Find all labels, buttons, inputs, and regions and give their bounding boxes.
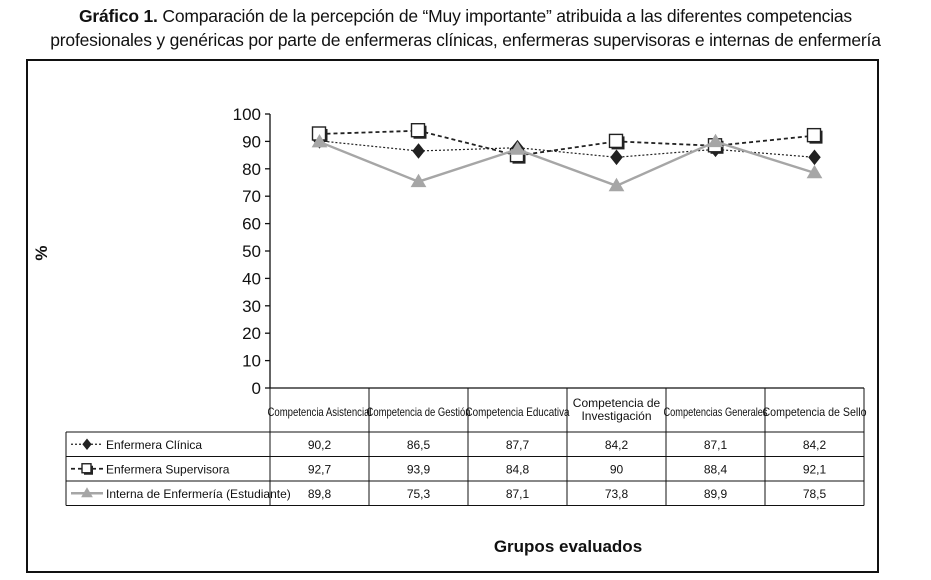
figure-caption: Gráfico 1. Comparación de la percepción … [0, 4, 931, 52]
caption-line-1: Comparación de la percepción de “Muy imp… [162, 6, 852, 26]
y-tick-label: 100 [233, 105, 261, 124]
y-tick-label: 90 [242, 132, 261, 151]
series-2-value-cell: 92,7 [308, 462, 332, 476]
y-tick-label: 60 [242, 215, 261, 234]
category-label: Investigación [581, 409, 651, 423]
series-3-point [410, 173, 427, 188]
y-tick-label: 50 [242, 242, 261, 261]
series-2-point [608, 133, 624, 149]
series-3-value-cell: 87,1 [506, 487, 530, 501]
y-tick-label: 40 [242, 269, 261, 288]
category-label: Competencia de [573, 396, 661, 410]
series-1-legend-label: Enfermera Clínica [106, 438, 202, 452]
series-3-point [707, 133, 724, 148]
series-1-value-cell: 87,7 [506, 438, 530, 452]
series-3-value-cell: 73,8 [605, 487, 629, 501]
series-2-value-cell: 84,8 [506, 462, 530, 476]
y-tick-label: 80 [242, 160, 261, 179]
caption-line-2: profesionales y genéricas por parte de e… [50, 30, 881, 50]
y-tick-label: 30 [242, 297, 261, 316]
y-tick-label: 10 [242, 352, 261, 371]
series-2-point [806, 127, 822, 143]
series-1-value-cell: 87,1 [704, 438, 728, 452]
y-tick-label: 0 [252, 379, 261, 398]
series-2-legend-marker [81, 463, 92, 474]
series-1-value-cell: 84,2 [803, 438, 827, 452]
series-3-value-cell: 75,3 [407, 487, 431, 501]
category-label: Competencia de Sello [763, 405, 867, 419]
series-3-legend-label: Interna de Enfermería (Estudiante) [106, 487, 291, 501]
category-label: Competencia Educativa [466, 405, 570, 419]
series-2-value-cell: 92,1 [803, 462, 827, 476]
series-1-value-cell: 90,2 [308, 438, 332, 452]
series-2-legend-label: Enfermera Supervisora [106, 462, 230, 476]
series-3-value-cell: 89,9 [704, 487, 728, 501]
category-label: Competencia Asistencial [268, 405, 372, 419]
category-label: Competencias Generales [664, 405, 768, 419]
series-1-point [808, 149, 821, 166]
series-3-point [509, 141, 526, 155]
series-2-line [319, 129, 815, 157]
series-3-legend-marker [81, 487, 93, 498]
series-1-point [610, 149, 623, 166]
series-3-point [806, 164, 823, 179]
series-1-line [319, 140, 815, 158]
y-axis-title: % [32, 245, 51, 260]
series-3-point [608, 177, 625, 192]
series-1-legend-marker [82, 438, 92, 451]
series-1-value-cell: 86,5 [407, 438, 431, 452]
series-1-point [412, 143, 425, 159]
y-tick-label: 20 [242, 324, 261, 343]
series-3-value-cell: 78,5 [803, 487, 827, 501]
caption-label: Gráfico 1. [79, 6, 158, 26]
series-2-value-cell: 90 [610, 462, 624, 476]
series-2-value-cell: 93,9 [407, 462, 431, 476]
series-2-point [410, 123, 426, 138]
chart-frame [26, 59, 879, 573]
category-label: Competencia de Gestión [367, 405, 471, 419]
series-3-point [311, 133, 328, 148]
series-1-value-cell: 84,2 [605, 438, 629, 452]
x-axis-title: Grupos evaluados [494, 537, 642, 556]
series-3-line [319, 140, 815, 188]
series-2-value-cell: 88,4 [704, 462, 728, 476]
series-3-value-cell: 89,8 [308, 487, 332, 501]
y-tick-label: 70 [242, 187, 261, 206]
